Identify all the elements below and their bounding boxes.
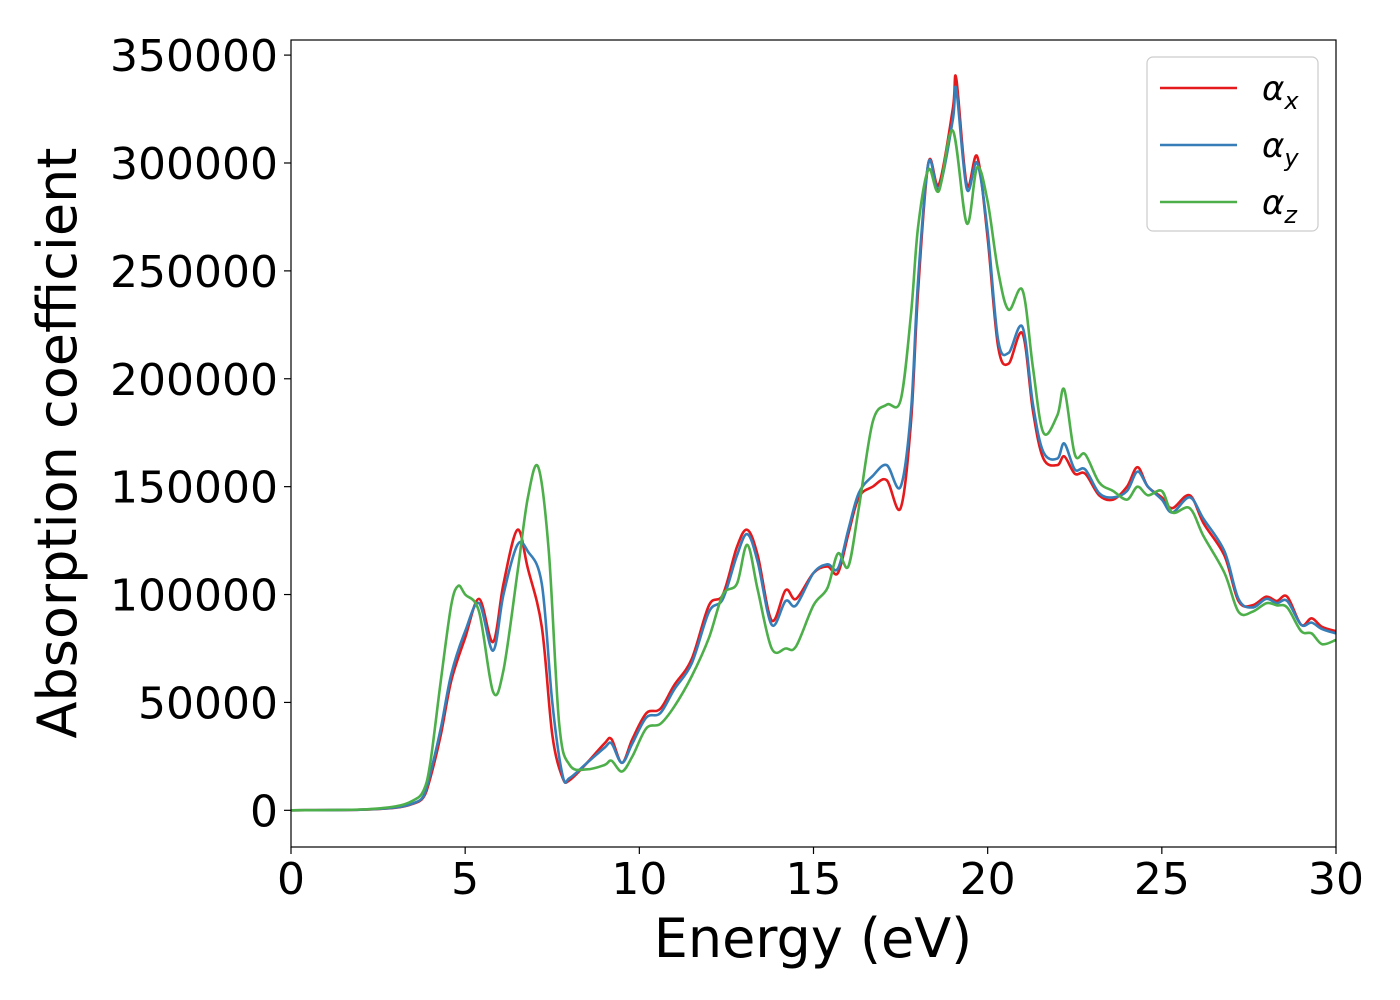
- legend-label-symbol: α: [1262, 69, 1284, 109]
- x-tick-label: 15: [786, 854, 842, 905]
- series-layer: [290, 74, 1337, 812]
- y-axis-title: Absorption coefficient: [26, 148, 89, 739]
- x-tick-label: 5: [451, 854, 479, 905]
- y-tick-label: 200000: [110, 355, 278, 406]
- series-line-z: [290, 129, 1337, 812]
- x-tick-label: 25: [1134, 854, 1190, 905]
- legend-label-symbol: α: [1262, 183, 1284, 223]
- legend-label-symbol: α: [1262, 126, 1284, 166]
- y-axis: 0 50000 100000 150000 200000 250000 300000 3500…: [110, 31, 291, 837]
- legend-label-x: αx: [1262, 69, 1299, 115]
- y-tick-label: 0: [250, 786, 278, 837]
- legend-label-subscript: x: [1283, 87, 1299, 115]
- y-tick-label: 250000: [110, 247, 278, 298]
- y-tick-label: 100000: [110, 571, 278, 622]
- x-tick-label: 20: [960, 854, 1016, 905]
- legend-label-z: αz: [1262, 183, 1298, 229]
- legend-label-y: αy: [1262, 126, 1299, 172]
- legend-label-subscript: y: [1283, 144, 1299, 172]
- x-tick-label: 30: [1308, 854, 1364, 905]
- y-tick-label: 50000: [138, 678, 278, 729]
- x-axis: 0 5 10 15 20 25 30: [277, 847, 1364, 905]
- x-tick-label: 0: [277, 854, 305, 905]
- y-tick-label: 150000: [110, 463, 278, 514]
- x-tick-label: 10: [611, 854, 667, 905]
- y-tick-label: 350000: [110, 31, 278, 82]
- x-axis-title: Energy (eV): [654, 907, 973, 970]
- legend-label-subscript: z: [1283, 201, 1298, 229]
- y-tick-label: 300000: [110, 139, 278, 190]
